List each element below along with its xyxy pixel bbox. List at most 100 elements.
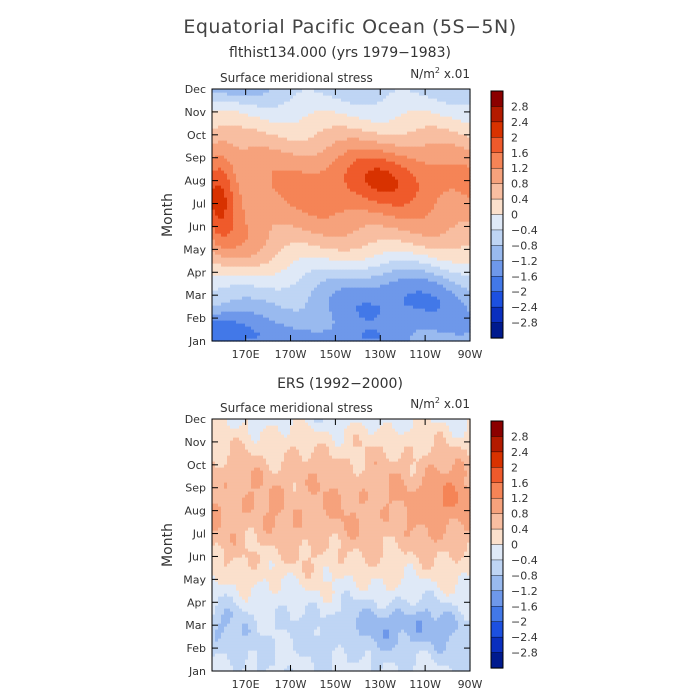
contour-cell bbox=[263, 236, 267, 240]
contour-cell bbox=[392, 257, 396, 261]
contour-cell bbox=[296, 284, 300, 288]
contour-cell bbox=[392, 308, 396, 312]
contour-cell bbox=[350, 329, 354, 333]
contour-cell bbox=[242, 194, 246, 198]
contour-cell bbox=[257, 227, 261, 231]
contour-cell bbox=[407, 311, 411, 315]
contour-cell bbox=[236, 266, 240, 270]
contour-cell bbox=[353, 257, 357, 261]
contour-cell bbox=[284, 260, 288, 264]
contour-cell bbox=[338, 284, 342, 288]
contour-cell bbox=[407, 227, 411, 231]
contour-cell bbox=[230, 209, 234, 213]
contour-cell bbox=[215, 215, 219, 219]
contour-cell bbox=[233, 245, 237, 249]
contour-cell bbox=[389, 269, 393, 273]
contour-cell bbox=[266, 206, 270, 210]
contour-cell bbox=[299, 296, 303, 300]
contour-cell bbox=[458, 203, 462, 207]
contour-cell bbox=[425, 317, 429, 321]
contour-cell bbox=[269, 194, 273, 198]
contour-cell bbox=[335, 197, 339, 201]
contour-cell bbox=[416, 269, 420, 273]
contour-cell bbox=[329, 335, 333, 339]
contour-cell bbox=[266, 272, 270, 276]
contour-cell bbox=[434, 293, 438, 297]
contour-cell bbox=[368, 278, 372, 282]
contour-cell bbox=[437, 329, 441, 333]
contour-cell bbox=[278, 251, 282, 255]
contour-cell bbox=[422, 305, 426, 309]
contour-cell bbox=[314, 338, 318, 342]
contour-cell bbox=[452, 242, 456, 246]
contour-cell bbox=[389, 299, 393, 303]
contour-cell bbox=[467, 296, 471, 300]
contour-cell bbox=[248, 323, 252, 327]
contour-cell bbox=[257, 230, 261, 234]
contour-cell bbox=[326, 272, 330, 276]
contour-cell bbox=[353, 245, 357, 249]
contour-cell bbox=[386, 320, 390, 324]
contour-cell bbox=[260, 236, 264, 240]
contour-cell bbox=[356, 332, 360, 336]
contour-cell bbox=[368, 242, 372, 246]
contour-cell bbox=[248, 194, 252, 198]
contour-cell bbox=[374, 209, 378, 213]
contour-cell bbox=[233, 332, 237, 336]
contour-cell bbox=[275, 299, 279, 303]
contour-cell bbox=[365, 335, 369, 339]
contour-cell bbox=[431, 200, 435, 204]
contour-cell bbox=[281, 197, 285, 201]
contour-cell bbox=[221, 245, 225, 249]
contour-cell bbox=[317, 320, 321, 324]
contour-cell bbox=[419, 227, 423, 231]
contour-cell bbox=[458, 287, 462, 291]
contour-cell bbox=[224, 278, 228, 282]
contour-cell bbox=[422, 314, 426, 318]
contour-cell bbox=[227, 212, 231, 216]
contour-cell bbox=[329, 281, 333, 285]
contour-cell bbox=[341, 284, 345, 288]
contour-cell bbox=[344, 278, 348, 282]
contour-cell bbox=[275, 233, 279, 237]
contour-cell bbox=[395, 293, 399, 297]
contour-cell bbox=[347, 329, 351, 333]
contour-cell bbox=[257, 335, 261, 339]
contour-cell bbox=[350, 212, 354, 216]
contour-cell bbox=[458, 329, 462, 333]
contour-cell bbox=[251, 320, 255, 324]
contour-cell bbox=[434, 239, 438, 243]
contour-cell bbox=[305, 317, 309, 321]
contour-cell bbox=[257, 263, 261, 267]
contour-cell bbox=[464, 224, 468, 228]
contour-cell bbox=[392, 260, 396, 264]
contour-cell bbox=[446, 308, 450, 312]
contour-cell bbox=[317, 329, 321, 333]
contour-cell bbox=[341, 260, 345, 264]
contour-cell bbox=[443, 338, 447, 342]
contour-cell bbox=[245, 326, 249, 330]
contour-cell bbox=[464, 278, 468, 282]
contour-cell bbox=[380, 260, 384, 264]
contour-cell bbox=[332, 227, 336, 231]
contour-cell bbox=[311, 302, 315, 306]
contour-cell bbox=[257, 302, 261, 306]
contour-cell bbox=[398, 209, 402, 213]
contour-cell bbox=[410, 224, 414, 228]
contour-cell bbox=[401, 305, 405, 309]
contour-cell bbox=[338, 221, 342, 225]
contour-cell bbox=[365, 254, 369, 258]
contour-cell bbox=[281, 212, 285, 216]
contour-cell bbox=[239, 305, 243, 309]
contour-cell bbox=[404, 290, 408, 294]
contour-cell bbox=[350, 284, 354, 288]
contour-cell bbox=[320, 233, 324, 237]
contour-cell bbox=[221, 275, 225, 279]
contour-cell bbox=[344, 329, 348, 333]
contour-cell bbox=[362, 245, 366, 249]
contour-cell bbox=[413, 260, 417, 264]
contour-cell bbox=[317, 239, 321, 243]
contour-cell bbox=[443, 224, 447, 228]
contour-cell bbox=[260, 221, 264, 225]
contour-cell bbox=[293, 245, 297, 249]
